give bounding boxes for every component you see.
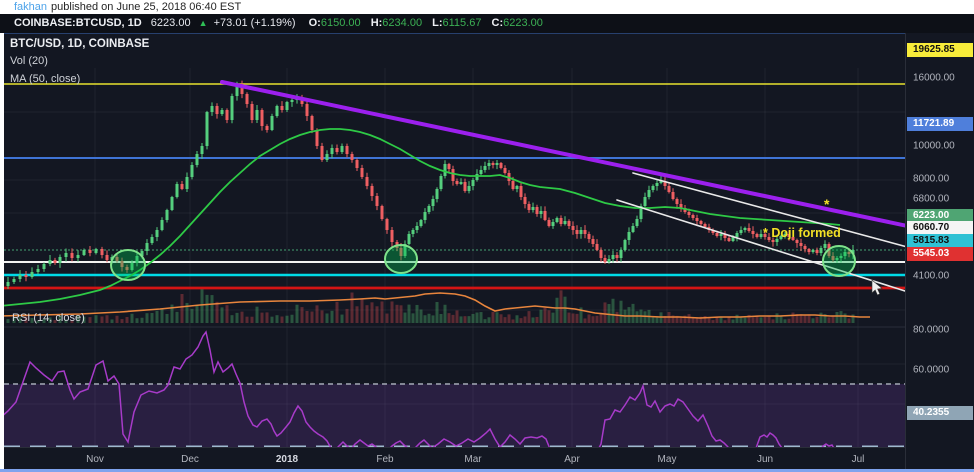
ma50-line bbox=[0, 128, 841, 307]
symbol-bar: COINBASE:BTCUSD, 1D 6223.00 ▲ +73.01 (+1… bbox=[0, 14, 974, 33]
price-5545-03-badge: 5545.03 bbox=[907, 247, 973, 261]
page-left-margin bbox=[0, 33, 4, 472]
open-value: 6150.00 bbox=[320, 17, 361, 29]
time-label-2018: 2018 bbox=[275, 454, 299, 465]
time-label-apr: Apr bbox=[564, 454, 580, 465]
close-value: 6223.00 bbox=[503, 17, 543, 29]
time-axis[interactable]: Nov Dec 2018 Feb Mar Apr May Jun Jul bbox=[0, 447, 974, 469]
price-8000-00-tick: 8000.00 bbox=[913, 173, 950, 185]
rsi-60-0000-tick: 60.0000 bbox=[913, 364, 950, 376]
time-label-nov: Nov bbox=[86, 454, 104, 465]
rsi-80-0000-tick: 80.0000 bbox=[913, 324, 950, 336]
chart-plot-area[interactable] bbox=[0, 33, 974, 472]
price-4100-00-tick: 4100.00 bbox=[913, 270, 950, 282]
low-label: L: bbox=[432, 17, 443, 29]
price-6223-00-badge: 6223.00 bbox=[907, 209, 973, 223]
time-label-mar: Mar bbox=[464, 454, 482, 465]
up-arrow-icon: ▲ bbox=[198, 18, 208, 28]
page-bottom-accent bbox=[0, 469, 974, 472]
mouse-cursor-icon bbox=[871, 279, 883, 296]
candles bbox=[6, 80, 855, 289]
chart-canvas[interactable] bbox=[0, 67, 974, 472]
author-link[interactable]: fakhan bbox=[14, 1, 48, 13]
close-label: C: bbox=[491, 17, 504, 29]
volume-ma-line bbox=[0, 292, 870, 319]
time-label-feb: Feb bbox=[376, 454, 394, 465]
highlight-circle-3 bbox=[822, 245, 856, 277]
last-price: 6223.00 bbox=[150, 17, 191, 29]
time-label-jun: Jun bbox=[756, 454, 774, 465]
price-6060-70-badge: 6060.70 bbox=[907, 221, 973, 235]
open-label: O: bbox=[308, 17, 321, 29]
symbol-name: COINBASE:BTCUSD, 1D bbox=[14, 17, 142, 29]
price-change: +73.01 (+1.19%) bbox=[213, 17, 296, 29]
price-16000-00-tick: 16000.00 bbox=[913, 72, 955, 84]
price-11721-89-badge: 11721.89 bbox=[907, 117, 973, 131]
price-10000-00-tick: 10000.00 bbox=[913, 140, 955, 152]
price-19625-85-badge: 19625.85 bbox=[907, 43, 973, 57]
highlight-circle-1 bbox=[110, 249, 146, 281]
price-6800-00-tick: 6800.00 bbox=[913, 193, 950, 205]
high-label: H: bbox=[370, 17, 383, 29]
price-scale[interactable]: 19625.85 16000.00 11721.89 10000.00 8000.00 6… bbox=[905, 33, 974, 469]
low-value: 6115.67 bbox=[442, 17, 482, 29]
major-descending-purple bbox=[220, 80, 974, 242]
channel-white-lower bbox=[616, 199, 906, 292]
time-label-dec: Dec bbox=[181, 454, 199, 465]
time-label-jul: Jul bbox=[851, 454, 865, 465]
published-text: published on June 25, 2018 06:40 EST bbox=[51, 1, 242, 13]
high-value: 6234.00 bbox=[382, 17, 423, 29]
meta-bar: fakhan published on June 25, 2018 06:40 E… bbox=[0, 0, 974, 14]
price-5815-83-badge: 5815.83 bbox=[907, 234, 973, 248]
highlight-circle-2 bbox=[384, 244, 418, 274]
rsi-line bbox=[0, 330, 854, 472]
rsi-40-2355-badge: 40.2355 bbox=[907, 406, 973, 420]
time-label-may: May bbox=[657, 454, 677, 465]
